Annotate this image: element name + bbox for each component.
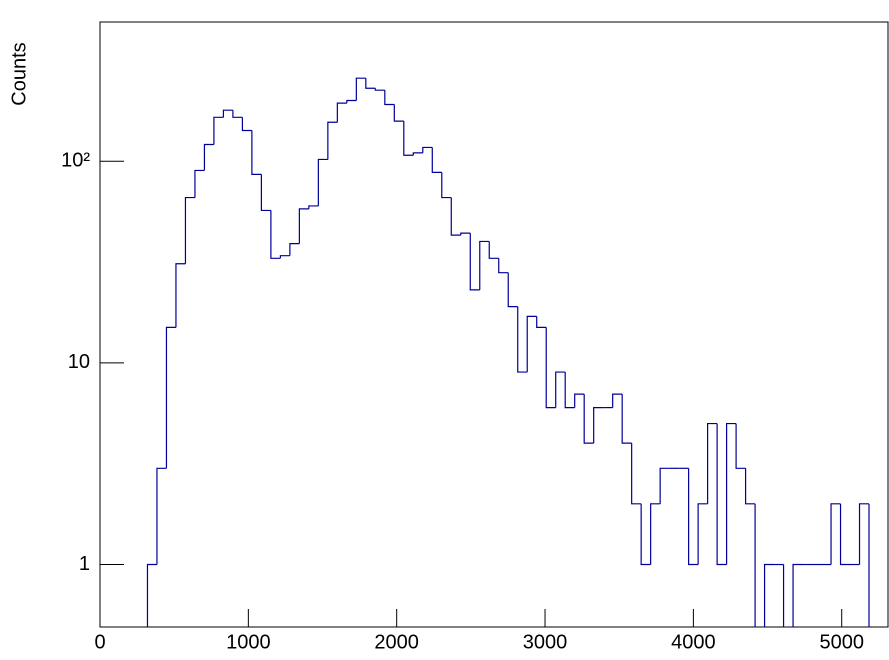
histogram-bin (222, 109, 233, 118)
y-tick-label: 1 (79, 553, 90, 575)
histogram-bin (327, 121, 338, 160)
histogram-bin (583, 394, 594, 444)
histogram-bin (564, 372, 575, 409)
histogram-bin (422, 146, 433, 153)
histogram-bin (355, 77, 366, 101)
histogram-bin (146, 563, 157, 627)
histogram-bin (868, 503, 870, 627)
histogram-bin (232, 110, 243, 118)
histogram-bin (507, 272, 518, 308)
histogram-bin (479, 240, 490, 290)
histogram-bin (194, 169, 205, 198)
histogram-bin (716, 423, 727, 566)
histogram-bin (403, 121, 414, 156)
histogram-bin (526, 315, 537, 373)
histogram-bin (640, 503, 651, 566)
histogram-bin (213, 116, 224, 145)
histogram-bin (536, 316, 547, 328)
histogram-bin (858, 503, 870, 565)
histogram-bin (450, 197, 461, 236)
histogram-bin (830, 503, 841, 565)
histogram-bin (498, 258, 509, 274)
histogram-bin (374, 88, 385, 91)
histogram-bin (241, 117, 252, 132)
x-tick-label: 3000 (523, 631, 568, 653)
histogram-bin (156, 467, 167, 565)
x-tick-label: 1000 (226, 631, 271, 653)
histogram-bin (631, 443, 642, 505)
x-tick-label: 4000 (671, 631, 716, 653)
histogram-bin (517, 306, 528, 373)
histogram-bin (726, 422, 737, 565)
histogram-bin (697, 503, 708, 565)
histogram-bin (707, 422, 718, 504)
histogram-bin (744, 468, 756, 505)
y-tick-label: 10² (61, 149, 90, 171)
y-tick-label: 10 (68, 351, 90, 373)
histogram-bin (441, 172, 452, 199)
histogram-bin (763, 563, 775, 627)
histogram-bin (346, 99, 357, 104)
histogram-bin (545, 327, 556, 409)
histogram-bin (460, 232, 471, 236)
histogram-bin (393, 104, 404, 122)
histogram-bin (754, 503, 756, 627)
histogram-bin (251, 130, 262, 175)
histogram-bin (175, 263, 186, 328)
y-axis-label: Counts (8, 42, 30, 105)
histogram (146, 77, 870, 627)
histogram-bin (488, 241, 499, 259)
histogram-bin (365, 78, 376, 89)
histogram-bin (574, 393, 585, 408)
histogram-bin (593, 406, 604, 444)
histogram-bin (431, 147, 442, 173)
histogram-bin (298, 208, 309, 244)
histogram-bin (735, 423, 746, 469)
histogram-bin (650, 503, 661, 565)
histogram-bin (839, 503, 851, 566)
histogram-bin (688, 468, 699, 566)
histogram-bin (555, 371, 566, 408)
histogram-bin (184, 196, 195, 264)
histogram-bin (289, 243, 300, 256)
histogram-bin (384, 90, 395, 106)
x-tick-label: 0 (94, 631, 105, 653)
x-tick-label: 2000 (374, 631, 419, 653)
histogram-bin (260, 174, 271, 212)
histogram-bin (203, 143, 214, 171)
histogram-bin (165, 326, 176, 469)
histogram-bin (469, 233, 480, 291)
histogram-bin (782, 564, 785, 627)
histogram-bin (317, 158, 328, 206)
histogram-bin (659, 467, 670, 504)
histogram-bin (308, 205, 319, 209)
histogram-bin (792, 563, 803, 627)
histogram-bin (279, 255, 290, 259)
plot-frame (99, 21, 889, 628)
histogram-bin (612, 393, 623, 408)
histogram-bin (621, 394, 632, 444)
histogram-bin (412, 152, 423, 156)
x-tick-label: 5000 (819, 631, 864, 653)
histogram-bin (270, 210, 281, 259)
histogram-bin (336, 102, 347, 123)
